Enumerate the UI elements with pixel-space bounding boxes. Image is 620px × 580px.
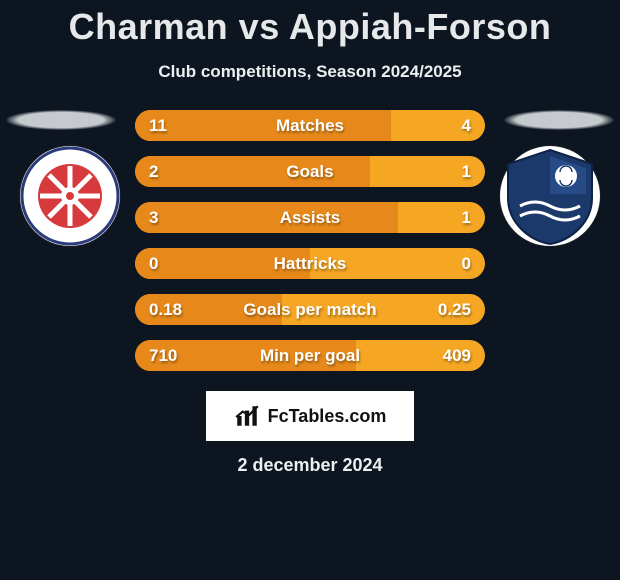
brand-bar: FcTables.com <box>206 391 414 441</box>
stat-label: Matches <box>135 116 485 136</box>
stat-right-value: 0.25 <box>438 300 471 320</box>
stat-row: 3 Assists 1 <box>135 202 485 233</box>
stat-left-value: 0.18 <box>149 300 182 320</box>
stats-list: 11 Matches 4 2 Goals 1 3 Assists 1 0 Hat… <box>135 110 485 371</box>
southend-crest-icon <box>500 146 600 246</box>
page-title: Charman vs Appiah-Forson <box>0 0 620 48</box>
stat-label: Goals per match <box>135 300 485 320</box>
stat-right-value: 409 <box>443 346 471 366</box>
team-badge-left <box>20 146 120 246</box>
stat-row: 2 Goals 1 <box>135 156 485 187</box>
stat-label: Goals <box>135 162 485 182</box>
stat-row: 710 Min per goal 409 <box>135 340 485 371</box>
subtitle: Club competitions, Season 2024/2025 <box>0 62 620 82</box>
stat-label: Assists <box>135 208 485 228</box>
hartlepool-crest-icon <box>20 146 120 246</box>
brand-text: FcTables.com <box>268 406 387 427</box>
comparison-arena: 11 Matches 4 2 Goals 1 3 Assists 1 0 Hat… <box>0 110 620 371</box>
stat-label: Hattricks <box>135 254 485 274</box>
title-vs: vs <box>239 6 280 47</box>
stat-right-value: 1 <box>462 208 471 228</box>
stat-row: 0 Hattricks 0 <box>135 248 485 279</box>
stat-row: 11 Matches 4 <box>135 110 485 141</box>
stat-left-value: 2 <box>149 162 158 182</box>
stat-label: Min per goal <box>135 346 485 366</box>
stat-left-value: 710 <box>149 346 177 366</box>
stat-right-value: 4 <box>462 116 471 136</box>
stat-row: 0.18 Goals per match 0.25 <box>135 294 485 325</box>
team-badge-right <box>500 146 600 246</box>
title-player-right: Appiah-Forson <box>289 6 551 47</box>
title-player-left: Charman <box>69 6 229 47</box>
shadow-ellipse-right <box>504 110 614 130</box>
shadow-ellipse-left <box>6 110 116 130</box>
brand-chart-icon <box>234 403 260 429</box>
stat-left-value: 3 <box>149 208 158 228</box>
stat-right-value: 0 <box>462 254 471 274</box>
stat-left-value: 11 <box>149 116 167 136</box>
date-text: 2 december 2024 <box>0 455 620 476</box>
stat-left-value: 0 <box>149 254 158 274</box>
stat-right-value: 1 <box>462 162 471 182</box>
